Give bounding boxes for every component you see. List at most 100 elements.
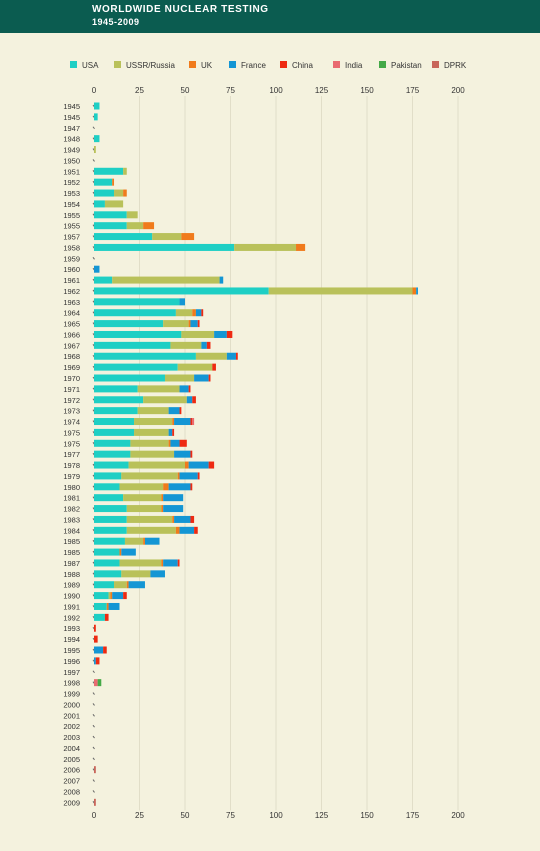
year-label: 1994 (63, 635, 80, 644)
year-label: 1957 (63, 233, 80, 242)
year-label: 1974 (63, 418, 80, 427)
bar-1957-uk (181, 233, 195, 241)
x-tick-label-top: 50 (181, 86, 190, 95)
bar-1961-ussr-russia (112, 276, 220, 284)
bar-1957-usa (94, 233, 153, 241)
x-tick-label-bottom: 125 (315, 811, 329, 820)
year-baseline-tick (92, 713, 95, 717)
x-tick-label-bottom: 75 (226, 811, 235, 820)
bar-1974-china (190, 418, 193, 426)
bar-1962-ussr-russia (268, 287, 413, 295)
bar-1971-france (179, 385, 189, 393)
year-label: 1960 (63, 265, 80, 274)
year-label: 1945 (63, 102, 80, 111)
bar-1967-france (201, 341, 207, 349)
legend-label-dprk: DPRK (444, 61, 467, 70)
bar-1974-india (192, 418, 195, 426)
bar-1970-china (208, 374, 211, 382)
bar-1978-uk (185, 461, 189, 469)
x-tick-label-bottom: 25 (135, 811, 144, 820)
legend-swatch-china (280, 61, 287, 68)
bar-1986-usa (94, 548, 120, 556)
bar-1990-ussr-russia (108, 592, 111, 600)
bar-1973-china (179, 407, 182, 415)
bar-1954-ussr-russia (104, 200, 124, 208)
year-label: 1989 (63, 581, 80, 590)
x-tick-label-top: 75 (226, 86, 235, 95)
bar-1965-china (197, 320, 200, 328)
bar-1964-uk (192, 309, 196, 317)
x-tick-label-bottom: 50 (181, 811, 190, 820)
bar-1987-usa (94, 559, 120, 567)
year-baseline-tick (92, 724, 95, 728)
year-label: 1949 (63, 146, 80, 155)
legend-label-china: China (292, 61, 313, 70)
x-tick-label-top: 125 (315, 86, 329, 95)
bar-1982-uk (161, 505, 164, 513)
year-label: 1972 (63, 396, 80, 405)
x-tick-label-top: 200 (451, 86, 465, 95)
bar-1994-china (94, 635, 98, 643)
bar-1991-uk (106, 602, 109, 610)
legend-label-pakistan: Pakistan (391, 61, 422, 70)
bar-1952-usa (94, 178, 113, 186)
bar-1967-china (206, 341, 211, 349)
bar-1983-ussr-russia (126, 515, 173, 523)
year-label: 1963 (63, 298, 80, 307)
legend-swatch-dprk (432, 61, 439, 68)
bar-1971-usa (94, 385, 138, 393)
bar-1949-ussr-russia (94, 146, 96, 154)
bar-1966-usa (94, 330, 182, 338)
bar-1954-usa (94, 200, 105, 208)
year-baseline-tick (92, 703, 95, 706)
bar-1987-ussr-russia (119, 559, 162, 567)
year-label: 1990 (63, 592, 80, 601)
year-label: 1954 (63, 200, 80, 209)
x-tick-label-bottom: 150 (360, 811, 374, 820)
bar-1984-ussr-russia (126, 526, 176, 534)
legend-label-india: India (345, 61, 363, 70)
x-tick-label-top: 25 (135, 86, 144, 95)
bar-1964-china (201, 309, 204, 317)
bar-1965-france (190, 320, 198, 328)
bar-1989-ussr-russia (114, 581, 127, 589)
bar-1992-usa (94, 613, 105, 621)
bar-1956-ussr-russia (126, 222, 144, 230)
bar-1985-france (144, 537, 160, 545)
bar-1978-france (188, 461, 209, 469)
bar-2006-dprk (94, 766, 96, 774)
bar-1956-uk (143, 222, 155, 230)
bar-1962-uk (412, 287, 417, 295)
bar-1962-usa (94, 287, 269, 295)
bar-1989-usa (94, 581, 115, 589)
bar-1985-uk (143, 537, 145, 545)
bar-1979-uk (177, 472, 180, 480)
legend-label-uk: UK (201, 61, 213, 70)
bar-1995-china (103, 646, 107, 654)
bar-1961-france (219, 276, 224, 284)
year-label: 1969 (63, 363, 80, 372)
bar-1975-usa (94, 428, 135, 436)
year-label: 1951 (63, 167, 80, 176)
bar-1989-france (128, 581, 145, 589)
year-label: 2002 (63, 722, 80, 731)
year-label: 1979 (63, 472, 80, 481)
bar-1975-france (168, 428, 173, 436)
year-label: 1955 (63, 211, 80, 220)
year-label: 1991 (63, 602, 80, 611)
chart-header: WORLDWIDE NUCLEAR TESTING 1945-2009 (0, 0, 540, 33)
bar-1965-uk (188, 320, 191, 328)
bar-1968-china (235, 352, 238, 360)
bar-1964-usa (94, 309, 176, 317)
year-label: 1958 (63, 243, 80, 252)
bar-1948-usa (94, 135, 100, 143)
bar-1977-usa (94, 450, 131, 458)
year-label: 1950 (63, 156, 80, 165)
bar-1981-usa (94, 494, 124, 502)
bar-1976-france (170, 439, 180, 447)
bar-2009-dprk (94, 798, 96, 806)
bar-1972-ussr-russia (143, 396, 187, 404)
bar-1983-france (174, 515, 191, 523)
bar-1990-uk (110, 592, 113, 600)
year-baseline-tick (92, 790, 95, 793)
